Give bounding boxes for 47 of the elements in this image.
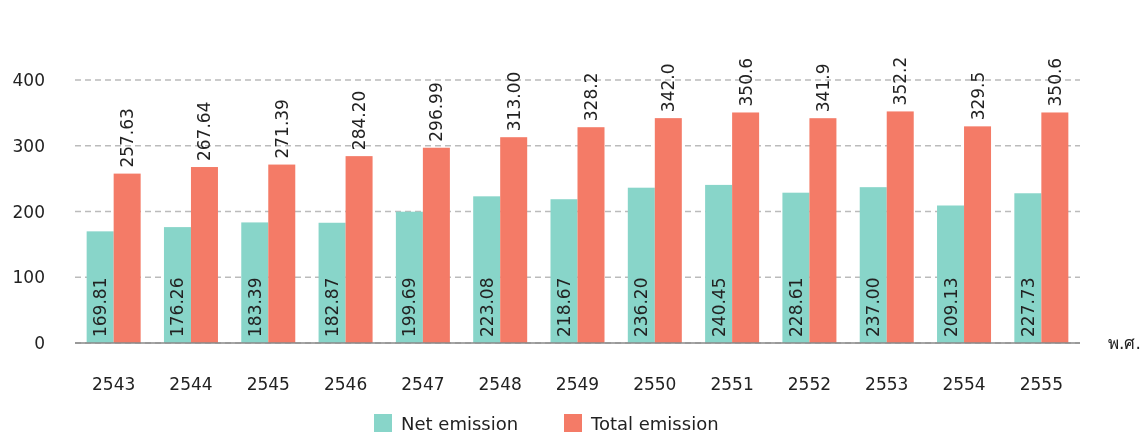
- y-tick-label: 200: [12, 201, 45, 222]
- data-label: 257.63: [117, 108, 138, 168]
- data-label: 199.69: [399, 277, 420, 337]
- x-tick-label: 2555: [1019, 374, 1063, 394]
- data-label: 271.39: [271, 99, 292, 159]
- data-label: 267.64: [194, 101, 215, 162]
- data-label: 240.45: [708, 277, 729, 337]
- data-label: 182.87: [322, 277, 343, 337]
- data-label: 342.0: [658, 63, 679, 113]
- x-tick-label: 2551: [710, 374, 754, 394]
- data-label: 227.73: [1017, 277, 1038, 337]
- y-tick-label: 100: [12, 267, 45, 288]
- y-tick-label: 0: [34, 333, 45, 353]
- x-tick-label: 2552: [787, 374, 832, 394]
- data-label: 350.6: [1044, 57, 1065, 107]
- data-label: 228.61: [785, 277, 806, 337]
- y-tick-label: 300: [12, 135, 45, 156]
- legend-label: Net emission: [401, 413, 519, 434]
- x-tick-label: 2546: [323, 374, 368, 394]
- data-label: 237.00: [863, 277, 884, 337]
- x-tick-label: 2547: [401, 374, 445, 394]
- data-label: 313.00: [503, 71, 524, 132]
- x-axis-title: พ.ศ.: [1108, 333, 1141, 353]
- x-tick-label: 2550: [633, 374, 677, 394]
- data-label: 296.99: [426, 82, 447, 142]
- data-label: 352.2: [890, 56, 911, 106]
- data-label: 223.08: [476, 277, 497, 337]
- x-tick-label: 2554: [942, 374, 986, 394]
- data-label: 284.20: [349, 90, 370, 151]
- y-tick-label: 400: [12, 70, 45, 90]
- data-label: 169.81: [90, 277, 111, 337]
- data-label: 176.26: [167, 277, 188, 337]
- x-tick-label: 2545: [246, 374, 290, 394]
- data-label: 341.9: [812, 63, 833, 113]
- data-label: 329.5: [967, 71, 988, 121]
- x-tick-label: 2543: [92, 374, 136, 394]
- x-tick-label: 2549: [555, 374, 600, 394]
- data-label: 236.20: [631, 277, 652, 337]
- data-label: 328.2: [581, 72, 601, 122]
- x-tick-label: 2544: [169, 374, 213, 394]
- legend-label: Total emission: [590, 413, 719, 434]
- data-label: 350.6: [735, 57, 756, 107]
- x-tick-label: 2553: [865, 374, 909, 394]
- data-label: 209.13: [940, 277, 961, 337]
- x-tick-label: 2548: [478, 374, 522, 394]
- data-label: 218.67: [554, 277, 574, 337]
- data-label: 183.39: [244, 277, 265, 337]
